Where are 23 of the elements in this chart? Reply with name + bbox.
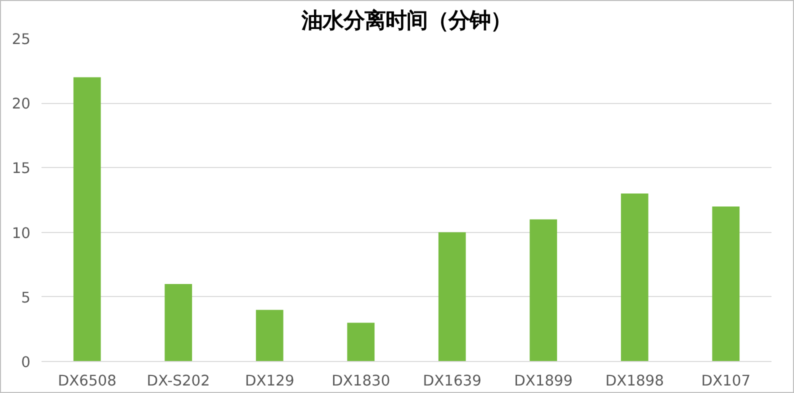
- bar: [256, 310, 284, 362]
- x-tick-label: DX1639: [422, 372, 482, 390]
- bar: [347, 322, 375, 362]
- y-tick-label: 5: [21, 289, 31, 306]
- bar: [164, 284, 192, 362]
- bar: [73, 77, 101, 362]
- chart-title: 油水分离时间（分钟）: [300, 8, 512, 34]
- y-tick-label: 0: [21, 354, 31, 371]
- x-tick-label: DX129: [244, 372, 294, 390]
- y-tick-label: 20: [12, 96, 31, 113]
- bar: [620, 194, 648, 362]
- y-tick-label: 25: [12, 31, 31, 48]
- x-tick-label: DX1898: [605, 372, 664, 390]
- x-tick-label: DX1899: [514, 372, 573, 390]
- x-tick-label: DX1830: [332, 372, 390, 390]
- x-tick-label: DX-S202: [146, 372, 210, 390]
- bar: [530, 219, 558, 362]
- x-tick-label: DX107: [701, 372, 751, 390]
- y-tick-label: 15: [12, 160, 31, 178]
- bar: [712, 206, 740, 362]
- y-tick-label: 10: [12, 224, 31, 242]
- bar: [438, 232, 466, 362]
- x-tick-label: DX6508: [58, 372, 116, 390]
